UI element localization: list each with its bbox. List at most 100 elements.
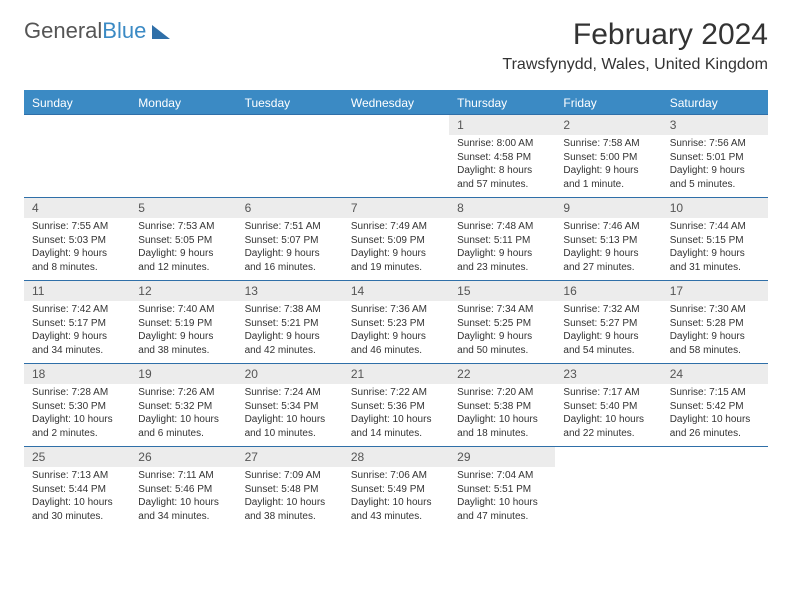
day-cell: 20Sunrise: 7:24 AMSunset: 5:34 PMDayligh… [237,364,343,446]
sunrise-line: Sunrise: 7:40 AM [138,303,228,317]
sunrise-line: Sunrise: 7:46 AM [563,220,653,234]
logo-text-a: General [24,18,102,43]
day-cell: .. [237,115,343,197]
daylight-line: Daylight: 9 hours [563,330,653,344]
sunset-line: Sunset: 5:40 PM [563,400,653,414]
day-number: 21 [343,364,449,384]
daylight-line: and 54 minutes. [563,344,653,358]
day-data: Sunrise: 7:34 AMSunset: 5:25 PMDaylight:… [449,301,555,361]
daylight-line: Daylight: 9 hours [670,164,760,178]
daylight-line: Daylight: 10 hours [32,413,122,427]
sunset-line: Sunset: 5:27 PM [563,317,653,331]
sunrise-line: Sunrise: 7:26 AM [138,386,228,400]
daylight-line: Daylight: 9 hours [670,247,760,261]
sunrise-line: Sunrise: 7:53 AM [138,220,228,234]
sunset-line: Sunset: 5:28 PM [670,317,760,331]
daylight-line: Daylight: 10 hours [457,413,547,427]
day-data: Sunrise: 7:28 AMSunset: 5:30 PMDaylight:… [24,384,130,444]
day-data: Sunrise: 7:04 AMSunset: 5:51 PMDaylight:… [449,467,555,527]
daylight-line: and 10 minutes. [245,427,335,441]
daylight-line: and 2 minutes. [32,427,122,441]
day-cell: 8Sunrise: 7:48 AMSunset: 5:11 PMDaylight… [449,198,555,280]
day-cell: .. [130,115,236,197]
daylight-line: and 34 minutes. [138,510,228,524]
day-data: Sunrise: 7:40 AMSunset: 5:19 PMDaylight:… [130,301,236,361]
daylight-line: Daylight: 10 hours [32,496,122,510]
sunrise-line: Sunrise: 7:36 AM [351,303,441,317]
daylight-line: and 38 minutes. [245,510,335,524]
sunset-line: Sunset: 5:07 PM [245,234,335,248]
daylight-line: and 12 minutes. [138,261,228,275]
daylight-line: and 26 minutes. [670,427,760,441]
calendar: SundayMondayTuesdayWednesdayThursdayFrid… [24,90,768,529]
sunrise-line: Sunrise: 7:30 AM [670,303,760,317]
daylight-line: Daylight: 9 hours [670,330,760,344]
sunrise-line: Sunrise: 7:11 AM [138,469,228,483]
title-block: February 2024 Trawsfynydd, Wales, United… [502,18,768,74]
daylight-line: and 46 minutes. [351,344,441,358]
sunset-line: Sunset: 5:23 PM [351,317,441,331]
weekday-header: Thursday [449,92,555,114]
day-number: 29 [449,447,555,467]
daylight-line: Daylight: 9 hours [138,247,228,261]
day-number: 8 [449,198,555,218]
sunset-line: Sunset: 5:21 PM [245,317,335,331]
daylight-line: and 43 minutes. [351,510,441,524]
weekday-header: Tuesday [237,92,343,114]
daylight-line: and 16 minutes. [245,261,335,275]
daylight-line: and 27 minutes. [563,261,653,275]
sunrise-line: Sunrise: 7:58 AM [563,137,653,151]
sunrise-line: Sunrise: 7:04 AM [457,469,547,483]
weekday-header: Wednesday [343,92,449,114]
sunset-line: Sunset: 5:03 PM [32,234,122,248]
day-data: Sunrise: 7:36 AMSunset: 5:23 PMDaylight:… [343,301,449,361]
day-cell: 22Sunrise: 7:20 AMSunset: 5:38 PMDayligh… [449,364,555,446]
daylight-line: Daylight: 9 hours [457,330,547,344]
sunset-line: Sunset: 5:46 PM [138,483,228,497]
daylight-line: and 18 minutes. [457,427,547,441]
day-data: Sunrise: 7:20 AMSunset: 5:38 PMDaylight:… [449,384,555,444]
day-cell: 21Sunrise: 7:22 AMSunset: 5:36 PMDayligh… [343,364,449,446]
sunrise-line: Sunrise: 7:38 AM [245,303,335,317]
day-data: Sunrise: 7:17 AMSunset: 5:40 PMDaylight:… [555,384,661,444]
daylight-line: and 19 minutes. [351,261,441,275]
daylight-line: Daylight: 9 hours [138,330,228,344]
sunset-line: Sunset: 5:11 PM [457,234,547,248]
day-data: Sunrise: 7:53 AMSunset: 5:05 PMDaylight:… [130,218,236,278]
sunset-line: Sunset: 5:01 PM [670,151,760,165]
daylight-line: and 8 minutes. [32,261,122,275]
day-number: 26 [130,447,236,467]
location: Trawsfynydd, Wales, United Kingdom [502,56,768,74]
calendar-week: 11Sunrise: 7:42 AMSunset: 5:17 PMDayligh… [24,280,768,363]
day-cell: 23Sunrise: 7:17 AMSunset: 5:40 PMDayligh… [555,364,661,446]
sunset-line: Sunset: 5:48 PM [245,483,335,497]
sunset-line: Sunset: 5:34 PM [245,400,335,414]
day-number: 19 [130,364,236,384]
day-number: 27 [237,447,343,467]
day-cell: 12Sunrise: 7:40 AMSunset: 5:19 PMDayligh… [130,281,236,363]
sunset-line: Sunset: 5:15 PM [670,234,760,248]
sunrise-line: Sunrise: 7:49 AM [351,220,441,234]
daylight-line: Daylight: 9 hours [351,247,441,261]
sunrise-line: Sunrise: 7:17 AM [563,386,653,400]
day-number: 6 [237,198,343,218]
daylight-line: and 14 minutes. [351,427,441,441]
day-cell: 29Sunrise: 7:04 AMSunset: 5:51 PMDayligh… [449,447,555,529]
day-data: Sunrise: 7:55 AMSunset: 5:03 PMDaylight:… [24,218,130,278]
day-cell: 18Sunrise: 7:28 AMSunset: 5:30 PMDayligh… [24,364,130,446]
sunrise-line: Sunrise: 7:13 AM [32,469,122,483]
daylight-line: Daylight: 9 hours [32,247,122,261]
day-data: Sunrise: 7:13 AMSunset: 5:44 PMDaylight:… [24,467,130,527]
sunset-line: Sunset: 5:38 PM [457,400,547,414]
day-data: Sunrise: 7:11 AMSunset: 5:46 PMDaylight:… [130,467,236,527]
day-number: 1 [449,115,555,135]
day-data: Sunrise: 7:46 AMSunset: 5:13 PMDaylight:… [555,218,661,278]
daylight-line: Daylight: 10 hours [138,496,228,510]
sunrise-line: Sunrise: 7:55 AM [32,220,122,234]
day-number: 11 [24,281,130,301]
day-data: Sunrise: 8:00 AMSunset: 4:58 PMDaylight:… [449,135,555,195]
day-data: Sunrise: 7:09 AMSunset: 5:48 PMDaylight:… [237,467,343,527]
daylight-line: Daylight: 8 hours [457,164,547,178]
day-cell: .. [662,447,768,529]
day-data: Sunrise: 7:44 AMSunset: 5:15 PMDaylight:… [662,218,768,278]
